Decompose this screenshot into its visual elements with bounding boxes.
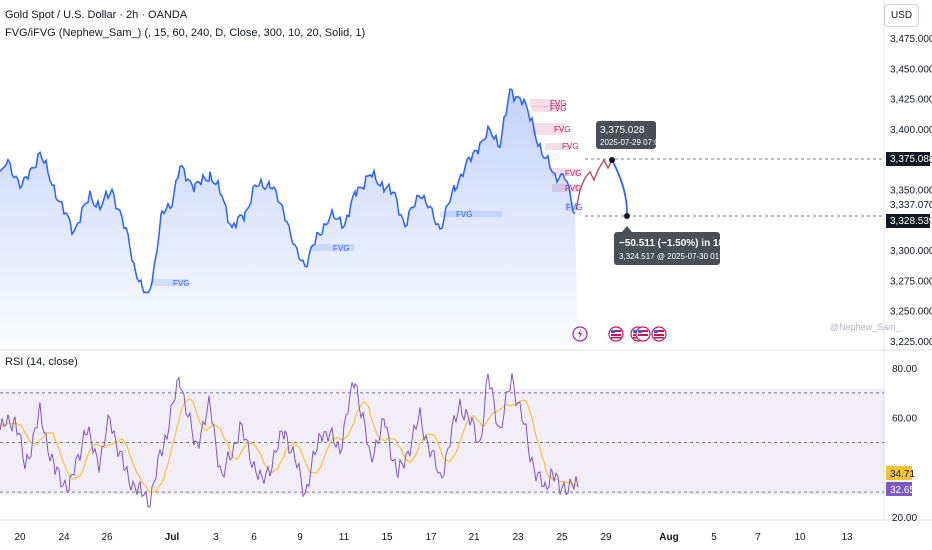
- time-tick-label: 23: [512, 532, 524, 543]
- time-tick-label: 29: [600, 532, 612, 543]
- fvg-label: FVG: [456, 210, 472, 219]
- time-tick-label: 25: [556, 532, 568, 543]
- rsi-ma-badge: 34.71: [886, 466, 915, 480]
- high-price-text: 3,375.028: [600, 125, 645, 136]
- time-tick-label: 24: [58, 532, 70, 543]
- fvg-zone: [552, 184, 578, 192]
- time-tick-label: 20: [14, 532, 26, 543]
- time-tick-label: Aug: [659, 532, 678, 543]
- chart-title[interactable]: Gold Spot / U.S. Dollar · 2h · OANDA: [5, 9, 188, 21]
- currency-button[interactable]: USD: [884, 4, 919, 27]
- time-tick-label: 10: [794, 532, 806, 543]
- us-flag-event-icon-4[interactable]: [651, 326, 667, 342]
- time-tick-label: 3: [213, 532, 219, 543]
- fvg-zone: [440, 211, 502, 217]
- price-badge-current: 3,328.539: [886, 214, 932, 228]
- time-tick-label: 6: [251, 532, 257, 543]
- price-tick-label: 3,300.000: [890, 246, 932, 257]
- price-tick-label: 3,425.000: [890, 95, 932, 106]
- time-tick-label: 17: [425, 532, 437, 543]
- price-tick-label: 3,450.000: [890, 64, 932, 75]
- price-tick-label: 3,475.000: [890, 34, 932, 45]
- price-badge-mid-text: 3,337.070: [890, 200, 932, 211]
- event-lightning-icon[interactable]: [572, 326, 588, 342]
- price-tick-label: 3,275.000: [890, 276, 932, 287]
- rsi-tick-label: 80.00: [892, 364, 917, 375]
- price-badge-target: 3,375.088: [886, 152, 932, 166]
- high-marker[interactable]: [609, 157, 615, 163]
- price-area-fill: [0, 89, 578, 345]
- fvg-zone: [150, 279, 188, 286]
- price-tick-label: 3,350.000: [890, 186, 932, 197]
- price-line: [0, 88, 576, 294]
- price-badge-target-text: 3,375.088: [890, 154, 932, 165]
- measure-main-text: −50.511 (−1.50%) in 18h: [619, 238, 730, 249]
- us-flag-event-icon-3[interactable]: [635, 326, 651, 342]
- projection-path: [575, 158, 613, 211]
- indicator-legend[interactable]: FVG/iFVG (Nephew_Sam_) (, 15, 60, 240, D…: [5, 27, 366, 39]
- fvg-label: FVG: [565, 184, 581, 193]
- fvg-label: FVG: [554, 125, 570, 134]
- time-tick-label: Jul: [165, 532, 180, 543]
- time-tick-label: 21: [468, 532, 480, 543]
- fvg-label: FVG: [566, 203, 582, 212]
- high-time-text: 2025-07-29 07:00: [600, 138, 664, 147]
- us-flag-event-icon[interactable]: [608, 326, 624, 342]
- fvg-zone: [532, 106, 562, 112]
- forecast-line: [611, 159, 628, 217]
- fvg-label: FVG: [550, 99, 566, 108]
- measure-box: [614, 232, 720, 265]
- price-tick-label: 3,250.000: [890, 307, 932, 318]
- rsi-value-badge: 32.65: [886, 482, 915, 496]
- rsi-axis[interactable]: 80.00 60.00 20.00: [892, 364, 917, 524]
- rsi-tick-label: 20.00: [892, 513, 917, 524]
- price-tick-label: 3,400.000: [890, 125, 932, 136]
- fvg-label: FVG: [333, 244, 349, 253]
- fvg-label: FVG: [550, 104, 566, 113]
- author-watermark: @Nephew_Sam_: [830, 322, 901, 332]
- fvg-zone: [552, 168, 578, 176]
- rsi-legend[interactable]: RSI (14, close): [5, 356, 78, 368]
- time-tick-label: 7: [755, 532, 761, 543]
- fvg-label: FVG: [565, 169, 581, 178]
- time-tick-label: 13: [841, 532, 853, 543]
- fvg-zone: [530, 99, 560, 107]
- fvg-label: FVG: [173, 279, 189, 288]
- fvg-zone: [310, 244, 354, 251]
- time-tick-label: 26: [101, 532, 113, 543]
- low-marker[interactable]: [624, 213, 630, 219]
- rsi-ma-line: [0, 397, 579, 494]
- time-tick-label: 15: [381, 532, 393, 543]
- fvg-zone: [545, 143, 570, 150]
- time-tick-label: 5: [711, 532, 717, 543]
- measure-pointer: [622, 226, 632, 232]
- rsi-tick-label: 60.00: [892, 414, 917, 425]
- price-tick-label: 3,225.000: [890, 337, 932, 348]
- time-tick-label: 9: [297, 532, 303, 543]
- price-badge-current-text: 3,328.539: [890, 216, 932, 227]
- high-price-box: [596, 121, 656, 149]
- fvg-label: FVG: [562, 142, 578, 151]
- measure-sub-text: 3,324.517 @ 2025-07-30 01:00: [619, 252, 731, 261]
- rsi-ma-badge-text: 34.71: [890, 469, 915, 480]
- price-axis[interactable]: 3,475.000 3,450.000 3,425.000 3,400.000 3,37…: [890, 34, 932, 348]
- time-axis[interactable]: 20 24 26 Jul 3 6 9 11 15 17 21 23 25 29 Aug 5 7 10 13: [14, 532, 853, 543]
- fvg-zone: [532, 123, 564, 135]
- rsi-line: [0, 373, 579, 508]
- price-badge-mid: 3,337.070: [886, 198, 932, 211]
- rsi-value-badge-text: 32.65: [890, 485, 915, 496]
- time-tick-label: 11: [339, 532, 350, 543]
